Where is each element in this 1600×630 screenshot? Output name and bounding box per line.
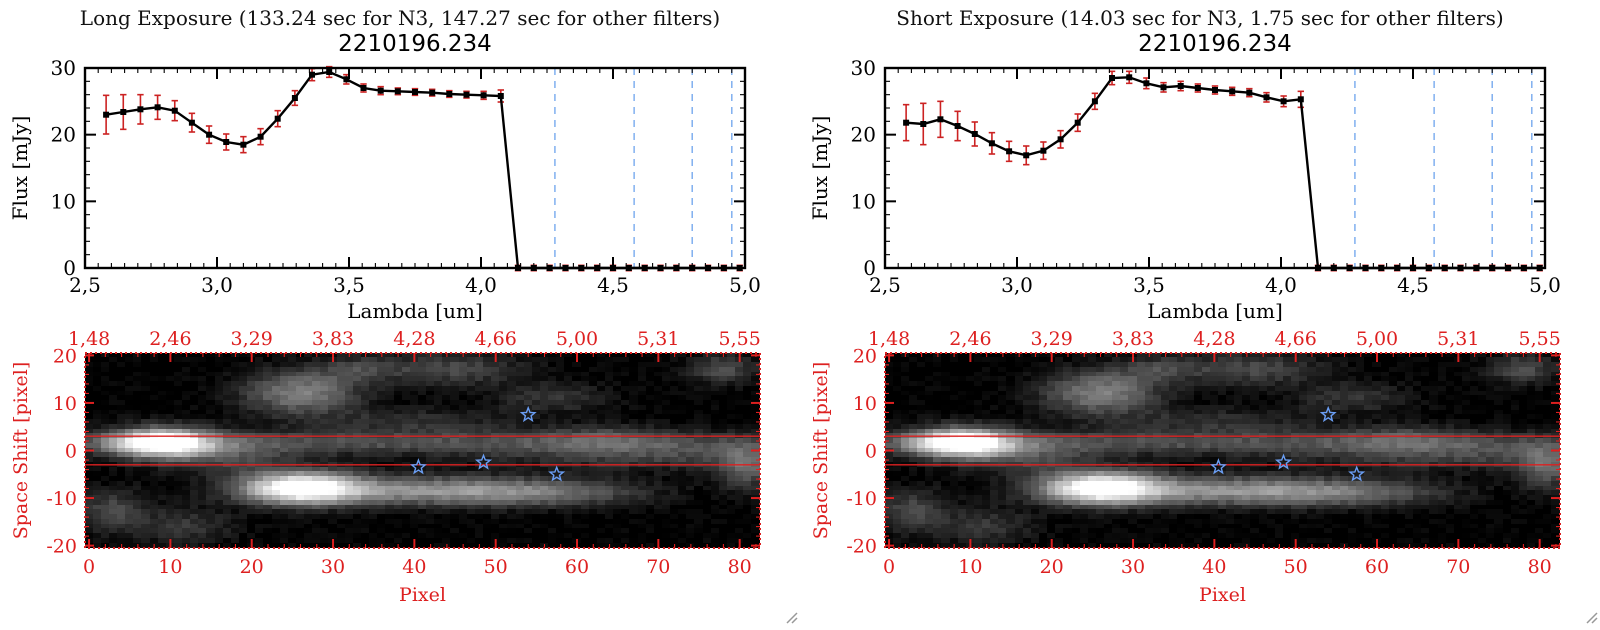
svg-text:Flux [mJy]: Flux [mJy]	[808, 116, 832, 221]
svg-text:0: 0	[865, 441, 877, 463]
svg-text:5,0: 5,0	[729, 273, 761, 297]
svg-text:5,0: 5,0	[1529, 273, 1561, 297]
svg-text:Space Shift [pixel]: Space Shift [pixel]	[810, 362, 832, 540]
svg-text:2,46: 2,46	[949, 330, 991, 350]
svg-text:4,66: 4,66	[475, 330, 517, 350]
svg-text:10: 10	[853, 393, 877, 415]
svg-text:5,31: 5,31	[1437, 330, 1479, 350]
svg-text:4,5: 4,5	[597, 273, 629, 297]
short-2d-spectrum: 1,48 0 2,46 10 3,29 20 3,83 30 4,28 40 4,66 50 5,00 6…	[800, 330, 1600, 630]
svg-text:4,28: 4,28	[1193, 330, 1235, 350]
svg-text:Pixel: Pixel	[399, 584, 446, 606]
svg-text:10: 10	[851, 189, 876, 213]
long-exposure-header: Long Exposure (133.24 sec for N3, 147.27…	[79, 6, 721, 30]
svg-text:10: 10	[158, 556, 182, 578]
svg-text:Flux [mJy]: Flux [mJy]	[8, 116, 32, 221]
svg-text:70: 70	[1446, 556, 1470, 578]
svg-text:60: 60	[565, 556, 589, 578]
svg-text:50: 50	[484, 556, 508, 578]
resize-grip-icon[interactable]	[782, 608, 798, 624]
svg-text:2,46: 2,46	[149, 330, 191, 350]
svg-text:70: 70	[646, 556, 670, 578]
svg-text:3,83: 3,83	[312, 330, 354, 350]
svg-text:40: 40	[1202, 556, 1226, 578]
svg-text:5,55: 5,55	[1519, 330, 1561, 350]
svg-text:1,48: 1,48	[868, 330, 910, 350]
svg-text:-10: -10	[46, 488, 77, 510]
svg-text:20: 20	[51, 123, 76, 147]
svg-text:Lambda [um]: Lambda [um]	[347, 299, 483, 323]
svg-text:3,29: 3,29	[1031, 330, 1073, 350]
panel-long-exposure: Long Exposure (133.24 sec for N3, 147.27…	[0, 6, 800, 630]
svg-text:50: 50	[1284, 556, 1308, 578]
svg-text:20: 20	[53, 345, 77, 367]
svg-text:4,5: 4,5	[1397, 273, 1429, 297]
svg-text:80: 80	[728, 556, 752, 578]
svg-text:Space Shift [pixel]: Space Shift [pixel]	[10, 362, 32, 540]
svg-text:0: 0	[63, 256, 76, 280]
svg-text:3,5: 3,5	[1133, 273, 1165, 297]
long-2d-spectrum-image	[85, 353, 760, 548]
svg-text:30: 30	[1121, 556, 1145, 578]
svg-text:3,5: 3,5	[333, 273, 365, 297]
svg-text:5,00: 5,00	[556, 330, 598, 350]
svg-text:20: 20	[851, 123, 876, 147]
svg-text:60: 60	[1365, 556, 1389, 578]
svg-text:10: 10	[51, 189, 76, 213]
svg-text:4,28: 4,28	[393, 330, 435, 350]
short-spectrum-title: 2210196.234	[1138, 31, 1292, 57]
panel-short-exposure: Short Exposure (14.03 sec for N3, 1.75 s…	[800, 0, 1600, 630]
svg-text:0: 0	[83, 556, 95, 578]
svg-text:0: 0	[883, 556, 895, 578]
svg-text:40: 40	[402, 556, 426, 578]
svg-text:20: 20	[240, 556, 264, 578]
svg-text:10: 10	[53, 393, 77, 415]
svg-text:30: 30	[51, 60, 76, 80]
svg-text:5,00: 5,00	[1356, 330, 1398, 350]
long-flux-spectrum-plot: 2,5 3,0 3,5 4,0 4,5 5,0 0 10 20 30 Lambda [um] Flux…	[8, 60, 761, 323]
svg-text:0: 0	[65, 441, 77, 463]
svg-text:3,29: 3,29	[231, 330, 273, 350]
svg-text:4,0: 4,0	[465, 273, 497, 297]
svg-text:10: 10	[958, 556, 982, 578]
svg-text:1,48: 1,48	[68, 330, 110, 350]
svg-text:2,5: 2,5	[869, 273, 901, 297]
svg-text:Pixel: Pixel	[1199, 584, 1246, 606]
svg-text:5,55: 5,55	[719, 330, 761, 350]
svg-text:0: 0	[863, 256, 876, 280]
svg-text:30: 30	[851, 60, 876, 80]
svg-text:Lambda [um]: Lambda [um]	[1147, 299, 1283, 323]
svg-text:3,83: 3,83	[1112, 330, 1154, 350]
svg-text:2,5: 2,5	[69, 273, 101, 297]
long-2d-spectrum: 1,48 0 2,46 10 3,29 20 3,83 30 4,28 40 4,66 50 5,00 6…	[0, 330, 800, 630]
short-flux-spectrum-plot: 2,5 3,0 3,5 4,0 4,5 5,0 0 10 20 30 Lambda [um] Flux…	[808, 60, 1561, 323]
svg-text:3,0: 3,0	[1001, 273, 1033, 297]
svg-text:5,31: 5,31	[637, 330, 679, 350]
short-2d-spectrum-image	[885, 353, 1560, 548]
svg-text:-20: -20	[846, 536, 877, 558]
svg-text:4,0: 4,0	[1265, 273, 1297, 297]
svg-text:20: 20	[1040, 556, 1064, 578]
short-exposure-header: Short Exposure (14.03 sec for N3, 1.75 s…	[896, 6, 1504, 30]
svg-text:80: 80	[1528, 556, 1552, 578]
long-spectrum-title: 2210196.234	[338, 31, 492, 57]
svg-text:-20: -20	[46, 536, 77, 558]
svg-text:-10: -10	[846, 488, 877, 510]
svg-text:20: 20	[853, 345, 877, 367]
svg-text:30: 30	[321, 556, 345, 578]
svg-text:3,0: 3,0	[201, 273, 233, 297]
resize-grip-icon[interactable]	[1582, 608, 1598, 624]
svg-text:4,66: 4,66	[1275, 330, 1317, 350]
